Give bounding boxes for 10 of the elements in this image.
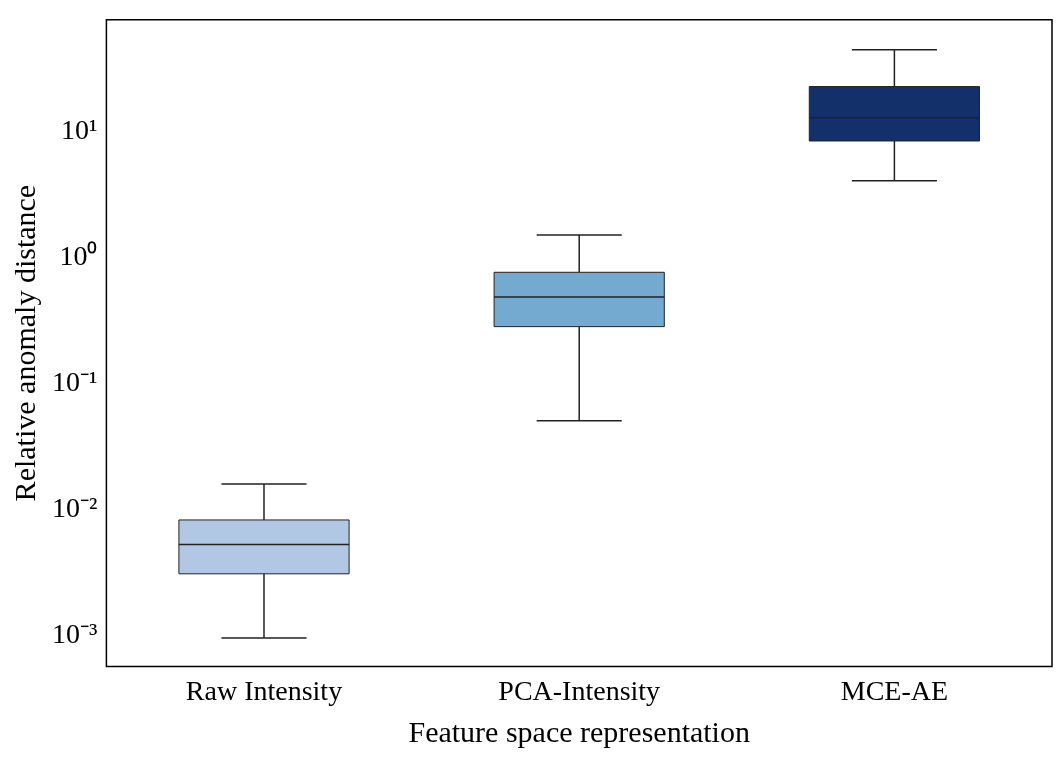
- x-tick-label: Raw Intensity: [185, 674, 343, 706]
- y-tick-label: 10⁻³: [51, 618, 98, 650]
- x-tick-label: PCA-Intensity: [498, 674, 661, 706]
- y-axis-title: Relative anomaly distance: [7, 184, 41, 502]
- y-tick-label: 10⁰: [59, 240, 98, 272]
- y-tick-label: 10⁻¹: [51, 366, 98, 398]
- x-tick-label: MCE-AE: [840, 674, 949, 706]
- x-axis-title: Feature space representation: [408, 714, 750, 748]
- y-tick-label: 10¹: [60, 114, 98, 146]
- y-tick-label: 10⁻²: [51, 492, 98, 524]
